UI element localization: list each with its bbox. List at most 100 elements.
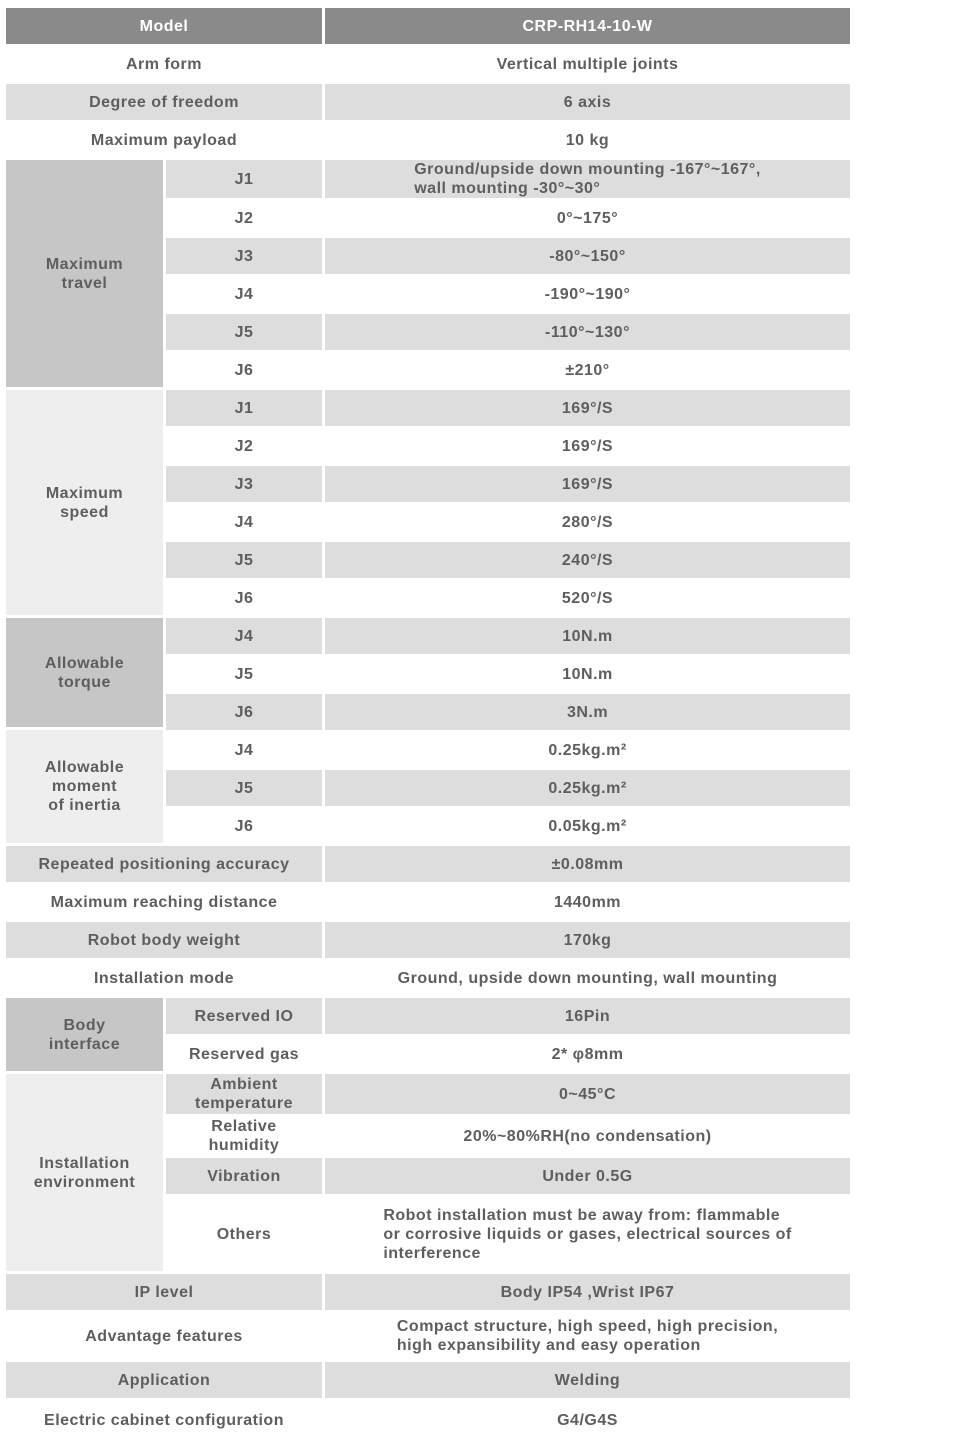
model-value: CRP-RH14-10-W [522,17,653,35]
joint-value: 10N.m [562,665,613,683]
sub-value-cell: 20%~80%RH(no condensation) [325,1114,850,1158]
label-cell: Maximum payload [6,120,322,160]
group-maximum-speed: Maximum speed J1 169°/S J2 169°/S J3 169… [6,390,850,618]
spec-row-travel-j1: J1 Ground/upside down mounting -167°~167… [166,160,850,198]
group-label-cell: Installation environment [6,1074,163,1271]
joint-value-cell: 3N.m [325,694,850,730]
joint-label: J2 [234,437,254,455]
row-value: 10 kg [565,131,610,149]
joint-label: J5 [234,779,254,797]
value-cell: 170kg [325,922,850,958]
joint-value: -80°~150° [549,247,626,265]
group-rows: J4 0.25kg.m² J5 0.25kg.m² J6 0.05kg.m² [166,730,850,846]
spec-row-repeated-positioning-accuracy: Repeated positioning accuracy ±0.08mm [6,846,850,882]
spec-row-travel-j2: J2 0°~175° [166,198,850,238]
joint-value-cell: 169°/S [325,466,850,502]
joint-value: 0.05kg.m² [548,817,627,835]
joint-value: 0°~175° [556,209,619,227]
group-rows: Reserved IO 16Pin Reserved gas 2* φ8mm [166,998,850,1074]
spec-row-vibration: Vibration Under 0.5G [166,1158,850,1194]
joint-value-cell: 0.25kg.m² [325,770,850,806]
group-rows: Ambient temperature 0~45°C Relative humi… [166,1074,850,1274]
spec-row-torque-j4: J4 10N.m [166,618,850,654]
label-cell: Advantage features [6,1310,322,1362]
joint-value-cell: 0.25kg.m² [325,730,850,770]
spec-row-inertia-j4: J4 0.25kg.m² [166,730,850,770]
spec-row-degree-of-freedom: Degree of freedom 6 axis [6,84,850,120]
row-value: Body IP54 ,Wrist IP67 [500,1283,675,1301]
group-rows: J1 169°/S J2 169°/S J3 169°/S J4 280°/S … [166,390,850,618]
joint-label: J3 [234,475,254,493]
spec-row-advantage-features: Advantage features Compact structure, hi… [6,1310,850,1362]
model-value-cell: CRP-RH14-10-W [325,8,850,44]
joint-label: J1 [234,399,254,417]
group-installation-environment: Installation environment Ambient tempera… [6,1074,850,1274]
value-cell: 10 kg [325,120,850,160]
row-label: Advantage features [85,1327,243,1345]
spec-row-speed-j3: J3 169°/S [166,466,850,502]
joint-value: Ground/upside down mounting -167°~167°, … [414,161,761,197]
row-label: Maximum reaching distance [50,893,278,911]
joint-label: J4 [234,513,254,531]
joint-label-cell: J6 [166,350,322,390]
sub-label-cell: Reserved IO [166,998,322,1034]
sub-label: Relative humidity [208,1118,280,1154]
joint-value-cell: 0°~175° [325,198,850,238]
joint-label: J3 [234,247,254,265]
spec-row-robot-body-weight: Robot body weight 170kg [6,922,850,958]
joint-value: 169°/S [561,399,614,417]
sub-label: Ambient temperature [195,1076,293,1112]
joint-label: J5 [234,551,254,569]
sub-label: Vibration [207,1167,281,1185]
model-label-cell: Model [6,8,322,44]
group-maximum-travel: Maximum travel J1 Ground/upside down mou… [6,160,850,390]
joint-value: 169°/S [561,475,614,493]
joint-value: ±210° [565,361,610,379]
joint-label-cell: J6 [166,578,322,618]
row-value: Welding [554,1371,621,1389]
group-label-cell: Maximum speed [6,390,163,615]
label-cell: Application [6,1362,322,1398]
spec-row-others: Others Robot installation must be away f… [166,1194,850,1274]
spec-row-application: Application Welding [6,1362,850,1398]
joint-value: 10N.m [562,627,613,645]
joint-label-cell: J5 [166,314,322,350]
joint-label: J4 [234,627,254,645]
row-value: ±0.08mm [551,855,624,873]
row-label: Electric cabinet configuration [44,1411,284,1429]
joint-value: -110°~130° [545,323,630,341]
value-cell: Ground, upside down mounting, wall mount… [325,958,850,998]
joint-label: J4 [234,741,254,759]
label-cell: Electric cabinet configuration [6,1398,322,1442]
joint-value-cell: 10N.m [325,618,850,654]
row-label: Robot body weight [87,931,241,949]
group-allowable-torque: Allowable torque J4 10N.m J5 10N.m J6 3N… [6,618,850,730]
joint-label: J5 [234,323,254,341]
joint-label-cell: J1 [166,390,322,426]
joint-label: J6 [234,361,254,379]
row-label: Maximum payload [90,131,238,149]
sub-label-cell: Others [166,1194,322,1274]
value-cell: Vertical multiple joints [325,44,850,84]
group-label-cell: Maximum travel [6,160,163,387]
label-cell: IP level [6,1274,322,1310]
spec-row-reserved-io: Reserved IO 16Pin [166,998,850,1034]
joint-value-cell: 240°/S [325,542,850,578]
row-value: 6 axis [563,93,612,111]
sub-value: 16Pin [564,1007,611,1025]
row-label: Installation mode [93,969,235,987]
joint-label: J6 [234,703,254,721]
joint-label-cell: J4 [166,618,322,654]
spec-row-speed-j5: J5 240°/S [166,542,850,578]
sub-value: Robot installation must be away from: fl… [383,1206,792,1262]
sub-value-cell: 0~45°C [325,1074,850,1114]
group-label: Body interface [48,1016,121,1053]
joint-value: 169°/S [561,437,614,455]
joint-label-cell: J3 [166,466,322,502]
sub-label-cell: Relative humidity [166,1114,322,1158]
row-value: G4/G4S [557,1411,618,1429]
group-label-cell: Body interface [6,998,163,1071]
spec-row-maximum-reaching-distance: Maximum reaching distance 1440mm [6,882,850,922]
spec-row-reserved-gas: Reserved gas 2* φ8mm [166,1034,850,1074]
value-cell: Compact structure, high speed, high prec… [325,1310,850,1362]
